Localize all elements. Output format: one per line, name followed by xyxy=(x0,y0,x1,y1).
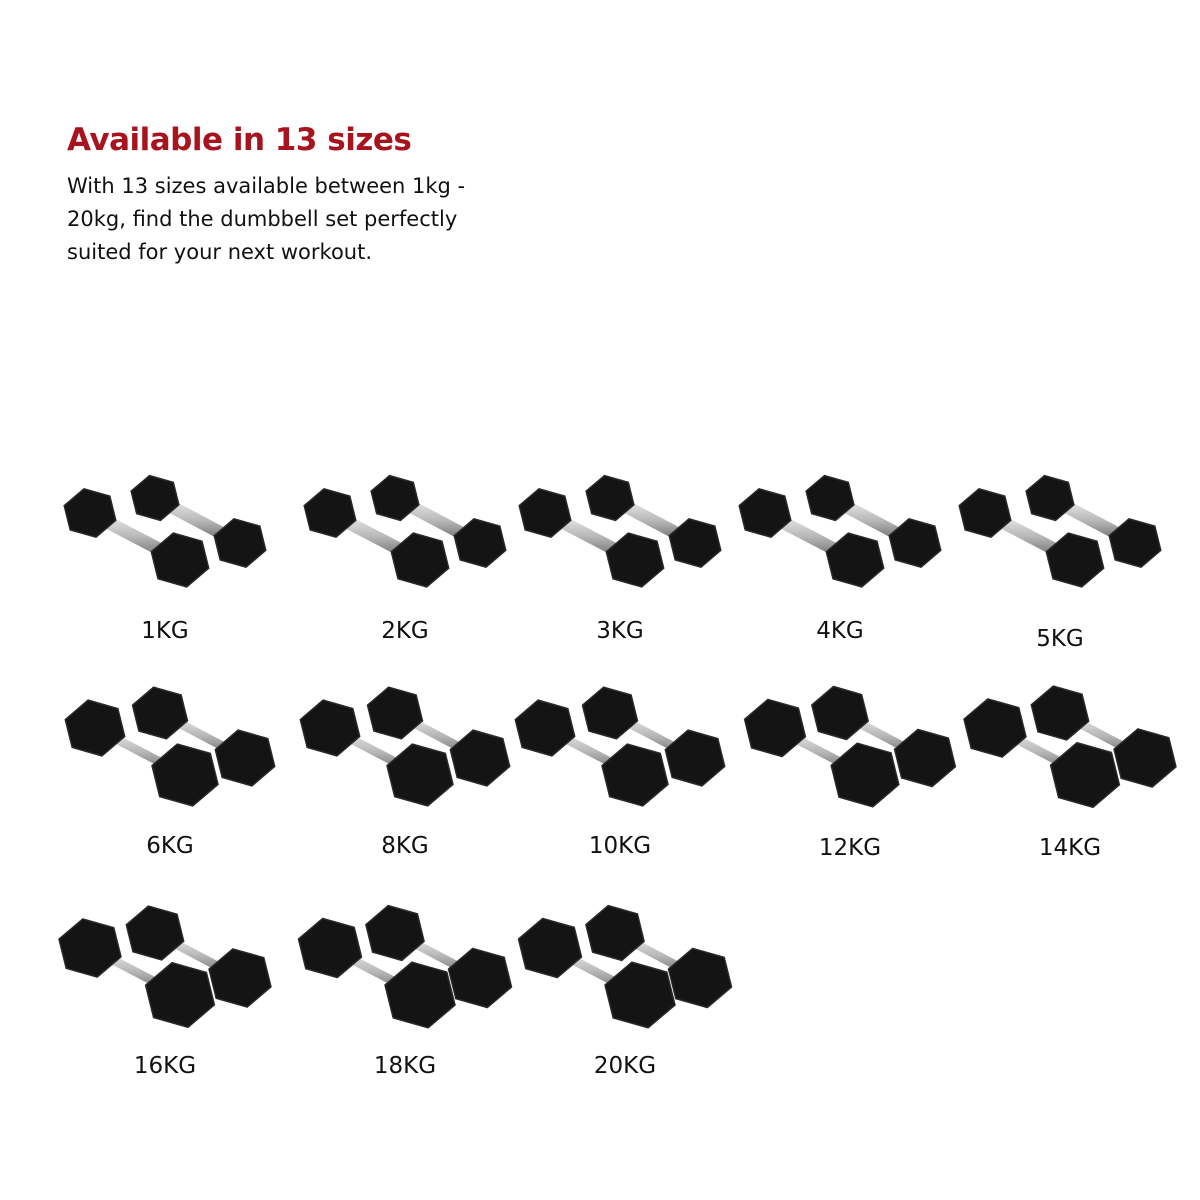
size-label: 6KG xyxy=(146,833,194,859)
back-dumbbell xyxy=(581,686,726,787)
back-dumbbell xyxy=(1025,474,1162,569)
dumbbell-pair-image xyxy=(63,474,267,588)
front-dumbbell xyxy=(958,487,1105,588)
dumbbell-pair-image xyxy=(514,686,726,807)
back-dumbbell xyxy=(365,904,513,1009)
size-label: 18KG xyxy=(373,1053,437,1079)
front-dumbbell xyxy=(738,487,885,588)
size-label: 8KG xyxy=(381,833,429,859)
dumbbell-pair-image xyxy=(64,686,276,807)
front-dumbbell xyxy=(299,699,454,807)
dumbbell-size-item: 8KG xyxy=(295,680,515,880)
size-label: 4KG xyxy=(816,618,864,644)
dumbbell-pair-image xyxy=(958,474,1162,588)
dumbbell-pair-image xyxy=(303,474,507,588)
dumbbell-pair-image xyxy=(297,904,513,1029)
dumbbell-pair-image xyxy=(299,686,511,807)
dumbbell-pair-image xyxy=(518,474,722,588)
front-dumbbell xyxy=(64,699,219,807)
size-label: 5KG xyxy=(1036,626,1084,652)
dumbbell-pair-image xyxy=(743,685,957,808)
dumbbell-pair-image xyxy=(58,905,272,1029)
front-dumbbell xyxy=(303,487,450,588)
back-dumbbell xyxy=(585,904,733,1009)
dumbbell-pair-image xyxy=(963,685,1177,809)
dumbbell-size-item: 10KG xyxy=(510,680,730,880)
back-dumbbell xyxy=(585,474,722,569)
back-dumbbell xyxy=(805,474,942,569)
size-label: 20KG xyxy=(593,1053,657,1079)
front-dumbbell xyxy=(297,917,456,1029)
dumbbell-size-item: 14KG xyxy=(960,680,1180,880)
front-dumbbell xyxy=(517,917,676,1029)
size-label: 1KG xyxy=(141,618,189,644)
size-label: 2KG xyxy=(381,618,429,644)
size-label: 16KG xyxy=(133,1053,197,1079)
front-dumbbell xyxy=(743,698,900,808)
dumbbell-size-item: 4KG xyxy=(730,465,950,665)
section-title: Available in 13 sizes xyxy=(67,122,412,158)
section-description: With 13 sizes available between 1kg - 20… xyxy=(67,174,466,264)
dumbbell-size-item: 3KG xyxy=(510,465,730,665)
back-dumbbell xyxy=(125,905,272,1008)
dumbbell-pair-image xyxy=(517,904,733,1029)
dumbbell-size-item: 1KG xyxy=(55,465,275,665)
back-dumbbell xyxy=(131,686,276,787)
size-label: 14KG xyxy=(1038,835,1102,861)
back-dumbbell xyxy=(366,686,511,787)
size-label: 10KG xyxy=(588,833,652,859)
front-dumbbell xyxy=(514,699,669,807)
dumbbell-size-item: 18KG xyxy=(295,900,515,1100)
size-label: 12KG xyxy=(818,835,882,861)
back-dumbbell xyxy=(1030,685,1177,788)
front-dumbbell xyxy=(518,487,665,588)
back-dumbbell xyxy=(370,474,507,569)
dumbbell-size-item: 20KG xyxy=(515,900,735,1100)
front-dumbbell xyxy=(58,918,216,1029)
back-dumbbell xyxy=(810,685,957,788)
dumbbell-size-item: 16KG xyxy=(55,900,275,1100)
front-dumbbell xyxy=(63,487,210,588)
front-dumbbell xyxy=(963,698,1121,809)
dumbbell-size-item: 12KG xyxy=(740,680,960,880)
dumbbell-size-item: 2KG xyxy=(295,465,515,665)
back-dumbbell xyxy=(130,474,267,569)
dumbbell-size-item: 6KG xyxy=(60,680,280,880)
size-label: 3KG xyxy=(596,618,644,644)
dumbbell-pair-image xyxy=(738,474,942,588)
dumbbell-size-item: 5KG xyxy=(950,465,1170,665)
